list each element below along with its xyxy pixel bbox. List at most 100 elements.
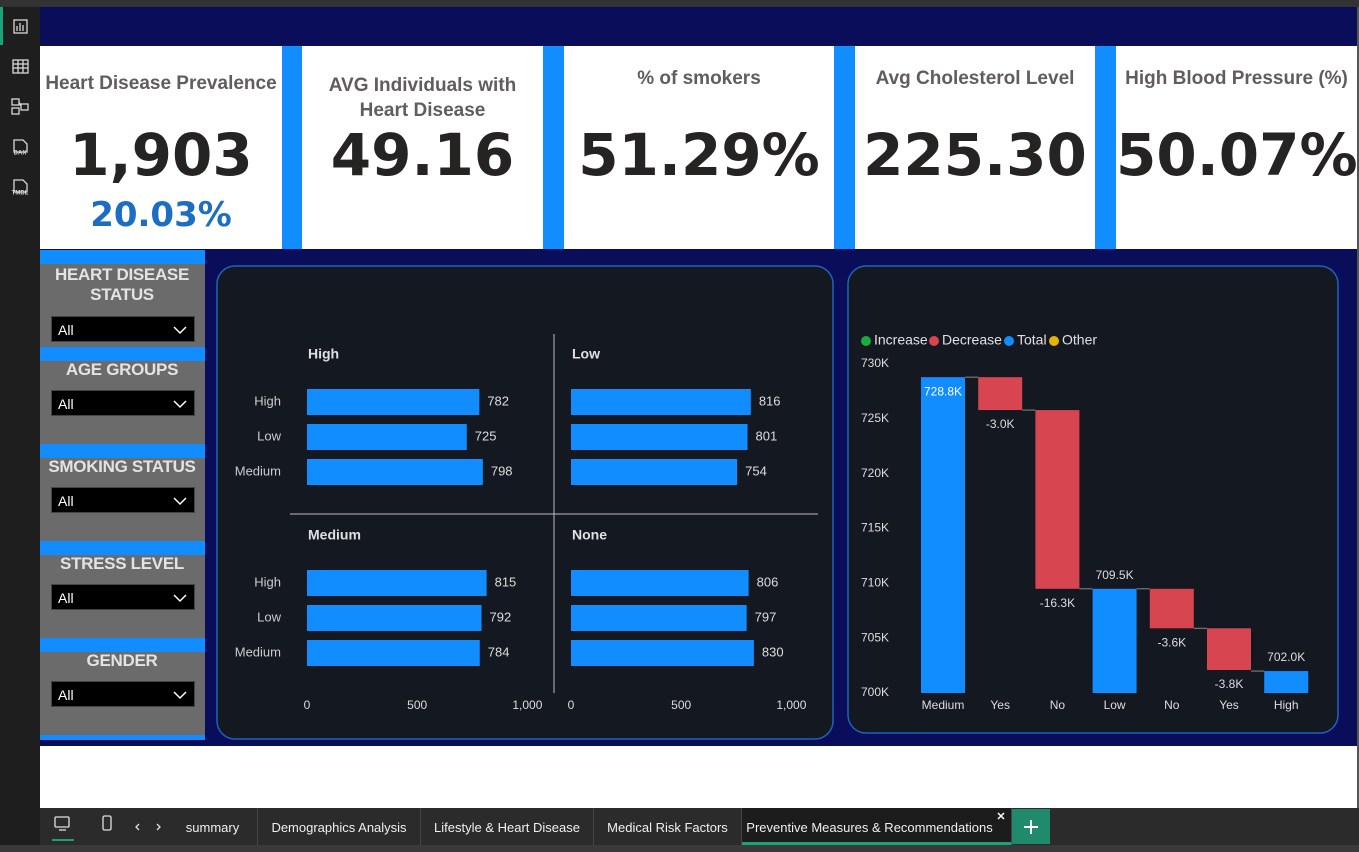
category-label: Low [257,609,281,624]
data-label: 709.5K [1096,568,1134,582]
data-label: 792 [490,609,512,624]
mobile-layout-button[interactable] [102,815,112,831]
dax-view-icon[interactable] [13,139,28,153]
x-tick-label: 500 [407,698,427,712]
dropdown-chevron [173,594,187,603]
prev-tab-button[interactable] [135,823,140,831]
category-label: High [254,393,281,408]
y-tick-label: 730K [861,356,889,370]
kpi-card [855,46,1095,249]
data-label: -3.8K [1215,677,1244,691]
slicer-dropdown[interactable]: All [51,487,195,513]
slicer-title: HEART DISEASE STATUS [54,265,189,304]
table-view-icon[interactable] [12,59,29,74]
panel-header: High [308,346,339,362]
slicer-strip [40,638,205,652]
y-tick-label: 720K [861,466,889,480]
bar [571,605,747,631]
page-tab[interactable]: Medical Risk Factors [594,808,742,845]
data-label: 754 [745,463,767,478]
slicer-dropdown[interactable]: All [51,390,195,416]
kpi-value: 1,903 [69,121,253,189]
dropdown-chevron [173,400,187,409]
chart-panel [847,265,1339,734]
x-tick-label: 1,000 [512,698,542,712]
legend-label: Total [1017,332,1047,348]
model-view-icon[interactable] [11,98,29,115]
waterfall-bar [978,377,1023,411]
data-label: 801 [756,428,778,443]
data-label: -3.6K [1157,635,1186,649]
waterfall-bar [1207,628,1251,670]
slicer-strip [40,541,205,555]
legend-label: Increase [874,332,928,348]
data-label: 815 [495,574,517,589]
x-tick-label: 0 [568,698,575,712]
kpi-card [40,46,282,249]
data-label: 806 [757,574,779,589]
legend-marker [1004,336,1014,346]
panel-header: Low [572,346,600,362]
top-bar [0,0,1359,7]
slicer-dropdown[interactable]: All [51,316,195,342]
bar [571,570,749,596]
tmdl-view-icon[interactable] [13,179,28,193]
slicer-dropdown[interactable]: All [51,681,195,707]
bar [307,605,482,631]
legend-label: Decrease [942,332,1002,348]
kpi-title: % of smokers [637,68,761,89]
waterfall-bar [1149,588,1194,629]
tab-bar-icons [52,815,161,841]
category-label: Low [257,428,281,443]
sidebar-icons [11,19,29,193]
slicer-strip [40,444,205,458]
kpi-title: Heart Disease Prevalence [45,73,277,94]
slicer-strip [40,250,205,264]
bar [307,424,467,450]
bar [307,570,487,596]
page-tab[interactable]: Lifestyle & Heart Disease [421,808,594,845]
data-label: -3.0K [986,417,1015,431]
kpi-value: 225.30 [863,121,1087,189]
data-label: 798 [491,463,513,478]
slicer-dropdown[interactable]: All [51,584,195,610]
kpi-subvalue: 20.03% [90,195,232,235]
x-tick-label: No [1050,698,1066,712]
next-tab-button[interactable] [156,823,161,831]
x-tick-label: 1,000 [776,698,806,712]
close-tab-button[interactable] [997,796,1005,820]
y-tick-label: 705K [861,630,889,644]
bar [571,389,751,415]
new-page-icon [1024,820,1038,834]
bar [307,389,480,415]
bar [307,640,480,666]
kpi-value: 50.07% [1116,121,1358,189]
report-view-icon[interactable] [13,19,28,34]
data-label: 725 [475,428,497,443]
legend-marker [929,336,939,346]
slicer-title: STRESS LEVEL [60,554,184,573]
bar [307,459,483,485]
slicer-strip [40,347,205,361]
page-tab[interactable]: Preventive Measures & Recommendations [742,808,1012,845]
waterfall-bar [1035,410,1080,589]
x-tick-label: Medium [922,698,965,712]
page-tab[interactable]: Demographics Analysis [258,808,421,845]
bar [571,459,738,485]
legend-marker [1049,336,1059,346]
chart-panel [216,265,834,740]
x-tick-label: Yes [1219,698,1239,712]
y-tick-label: 715K [861,521,889,535]
kpi-value: 51.29% [578,121,820,189]
header-band [40,7,1357,46]
slicer-strip [40,735,205,740]
slicer-title: SMOKING STATUS [48,457,196,476]
desktop-layout-button[interactable] [54,816,70,831]
y-tick-label: 725K [861,411,889,425]
tab-bar [40,808,1359,845]
close-icon [997,812,1005,820]
category-label: Medium [235,644,281,659]
page-tab[interactable]: summary [168,808,258,845]
